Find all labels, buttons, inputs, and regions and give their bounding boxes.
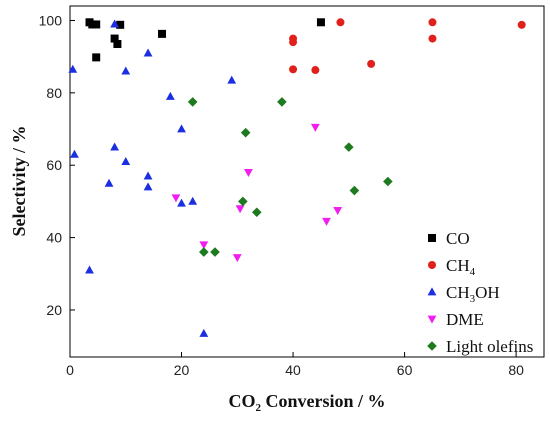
data-point <box>104 178 114 187</box>
data-point <box>311 66 320 75</box>
data-point <box>187 97 198 107</box>
series-co <box>85 18 325 62</box>
data-point <box>188 196 198 205</box>
data-point <box>110 34 119 43</box>
legend-label: Light olefins <box>446 337 533 356</box>
legend-label: CO <box>446 229 470 248</box>
data-point <box>199 241 209 250</box>
data-point <box>244 169 253 178</box>
data-point <box>289 34 298 43</box>
data-point <box>227 75 237 84</box>
data-point <box>252 207 262 218</box>
data-point <box>238 196 248 207</box>
data-point <box>199 328 209 337</box>
data-point <box>68 64 78 73</box>
data-point <box>240 127 251 138</box>
plot-frame <box>69 5 545 358</box>
y-tick-label: 100 <box>39 12 63 28</box>
legend-marker <box>427 315 437 324</box>
data-point <box>113 39 122 48</box>
data-point <box>349 185 360 196</box>
y-tick-label: 60 <box>46 157 62 173</box>
data-point <box>85 265 94 274</box>
legend-marker <box>427 287 437 296</box>
x-tick-label: 60 <box>397 362 413 378</box>
data-point <box>333 207 343 216</box>
data-point <box>92 20 101 29</box>
legend-label: DME <box>446 310 484 329</box>
data-point <box>367 59 376 68</box>
data-point <box>177 198 186 207</box>
data-point <box>116 20 125 29</box>
data-point <box>235 205 245 214</box>
y-tick-label: 20 <box>46 302 62 318</box>
data-point <box>210 247 220 257</box>
x-axis-title: CO2 Conversion / % <box>228 391 385 414</box>
legend-marker <box>428 261 436 269</box>
data-point <box>171 194 181 203</box>
data-point <box>158 29 167 38</box>
x-tick-label: 0 <box>66 362 74 378</box>
data-point <box>336 18 345 27</box>
y-tick-label: 40 <box>46 230 62 246</box>
axis-ticks: 0 20 40 60 80 20 40 60 80 100 <box>39 12 524 378</box>
data-point <box>165 91 175 100</box>
data-point <box>232 254 242 263</box>
legend-marker <box>427 341 437 351</box>
data-point <box>322 217 331 226</box>
data-point <box>143 171 153 180</box>
legend-label: CH3OH <box>446 283 500 305</box>
data-point <box>277 97 287 107</box>
data-point <box>199 247 209 257</box>
data-point <box>143 48 153 57</box>
data-point <box>110 19 120 28</box>
legend-marker <box>428 234 436 242</box>
x-tick-label: 40 <box>285 362 301 378</box>
data-point <box>428 18 437 27</box>
legend-label: CH4 <box>446 256 476 278</box>
data-point <box>92 53 101 62</box>
x-tick-label: 80 <box>508 362 524 378</box>
data-point <box>344 142 354 152</box>
legend: CO CH4 CH3OH DME Light olefins <box>427 229 533 356</box>
data-point <box>121 66 131 75</box>
x-tick-label: 20 <box>174 362 190 378</box>
series-dme <box>171 123 343 263</box>
data-point <box>316 18 325 27</box>
data-point <box>110 142 120 151</box>
data-point <box>289 65 298 74</box>
y-tick-label: 80 <box>46 85 62 101</box>
data-point <box>121 156 131 165</box>
data-points <box>68 18 526 337</box>
data-point <box>70 149 79 158</box>
y-axis-title: Selectivity / % <box>9 126 29 237</box>
data-point <box>310 123 320 132</box>
data-point <box>517 20 526 29</box>
series-light-olefins <box>187 97 393 257</box>
series-ch3oh <box>68 19 237 337</box>
data-point <box>383 176 393 187</box>
data-point <box>177 124 186 133</box>
series-ch4 <box>289 18 526 75</box>
data-point <box>428 34 437 43</box>
data-point <box>143 182 153 191</box>
